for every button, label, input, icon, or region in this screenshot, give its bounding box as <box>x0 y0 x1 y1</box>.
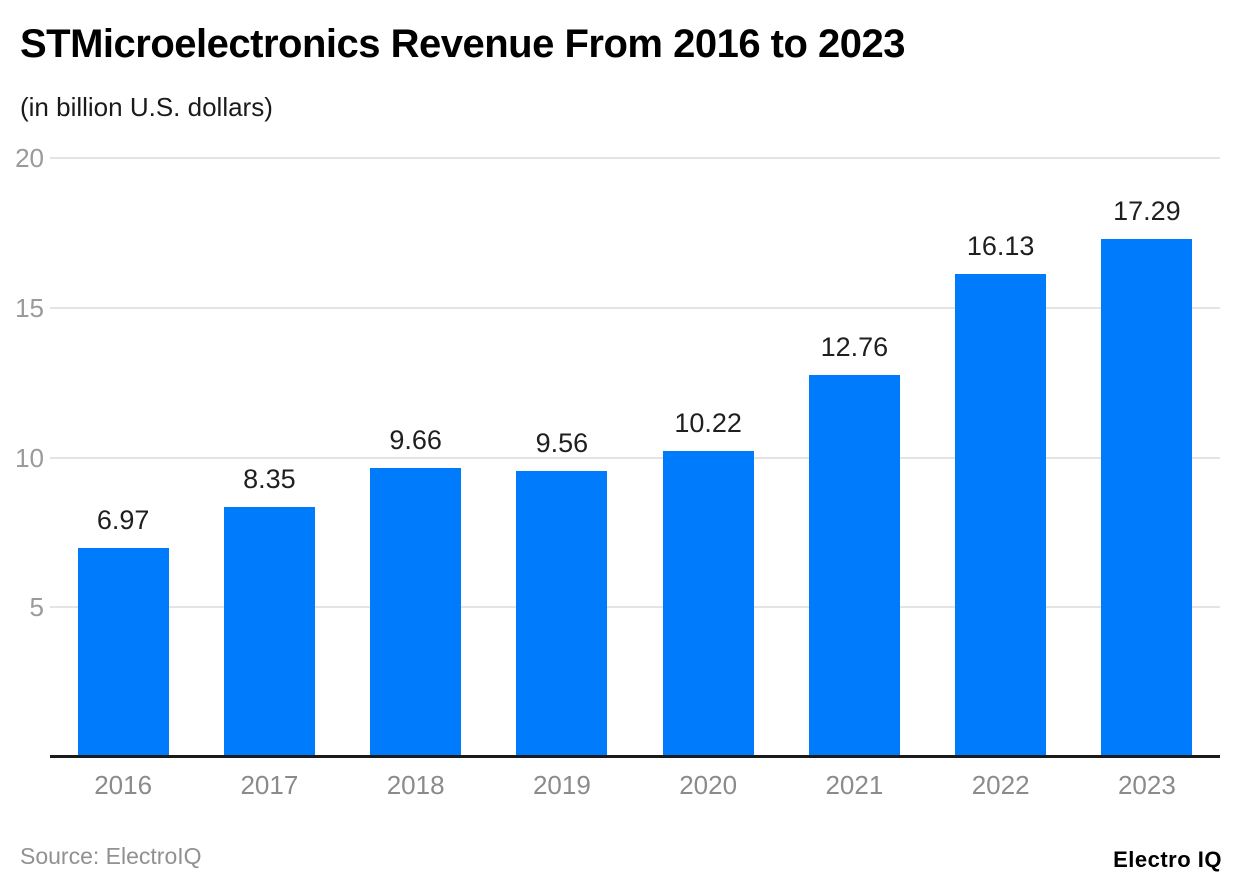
bar-value-label-2018: 9.66 <box>389 424 442 455</box>
y-axis-tick-label: 15 <box>15 292 44 323</box>
y-axis-tick-label: 20 <box>15 143 44 173</box>
bar-2020[interactable] <box>662 450 754 757</box>
bar-value-label-2017: 8.35 <box>243 463 296 494</box>
bar-2017[interactable] <box>223 506 315 757</box>
bar-value-label-2016: 6.97 <box>96 505 150 536</box>
x-axis-tick-label-2021: 2021 <box>825 770 884 800</box>
x-axis-tick-label-2022: 2022 <box>971 770 1030 800</box>
bar-value-label-2023: 17.29 <box>1113 196 1181 227</box>
x-axis-tick-label-2019: 2019 <box>532 770 591 800</box>
bar-value-label-2020: 10.22 <box>674 407 742 438</box>
source-attribution: Source: ElectroIQ <box>20 843 202 869</box>
bar-value-label-2021: 12.76 <box>820 331 889 362</box>
bar-2018[interactable] <box>370 467 462 757</box>
chart-subtitle: (in billion U.S. dollars) <box>20 92 273 122</box>
bar-2023[interactable] <box>1101 239 1193 757</box>
x-axis-tick-label-2016: 2016 <box>94 770 153 800</box>
bar-2022[interactable] <box>955 273 1047 757</box>
bar-2021[interactable] <box>808 374 900 757</box>
chart-title: STMicroelectronics Revenue From 2016 to … <box>20 22 906 66</box>
gridline-y-20 <box>50 157 1220 159</box>
bar-2016[interactable] <box>77 548 169 757</box>
x-axis-tick-label-2017: 2017 <box>240 770 299 800</box>
y-axis-tick-label: 10 <box>15 442 44 473</box>
gridline-y-15 <box>50 306 1220 309</box>
gridline-y-5 <box>50 606 1220 609</box>
x-axis-tick-label-2020: 2020 <box>679 770 738 800</box>
bar-value-label-2019: 9.56 <box>535 427 589 458</box>
x-axis-tick-label-2018: 2018 <box>386 770 445 800</box>
bar-2019[interactable] <box>516 470 608 757</box>
x-axis-tick-label-2023: 2023 <box>1117 770 1176 800</box>
gridline-y-10 <box>50 456 1220 459</box>
x-axis-line <box>50 755 1220 758</box>
y-axis-tick-label: 5 <box>29 592 44 623</box>
electro-iq-logo: Electro IQ <box>1113 847 1222 872</box>
bar-value-label-2022: 16.13 <box>966 230 1035 261</box>
